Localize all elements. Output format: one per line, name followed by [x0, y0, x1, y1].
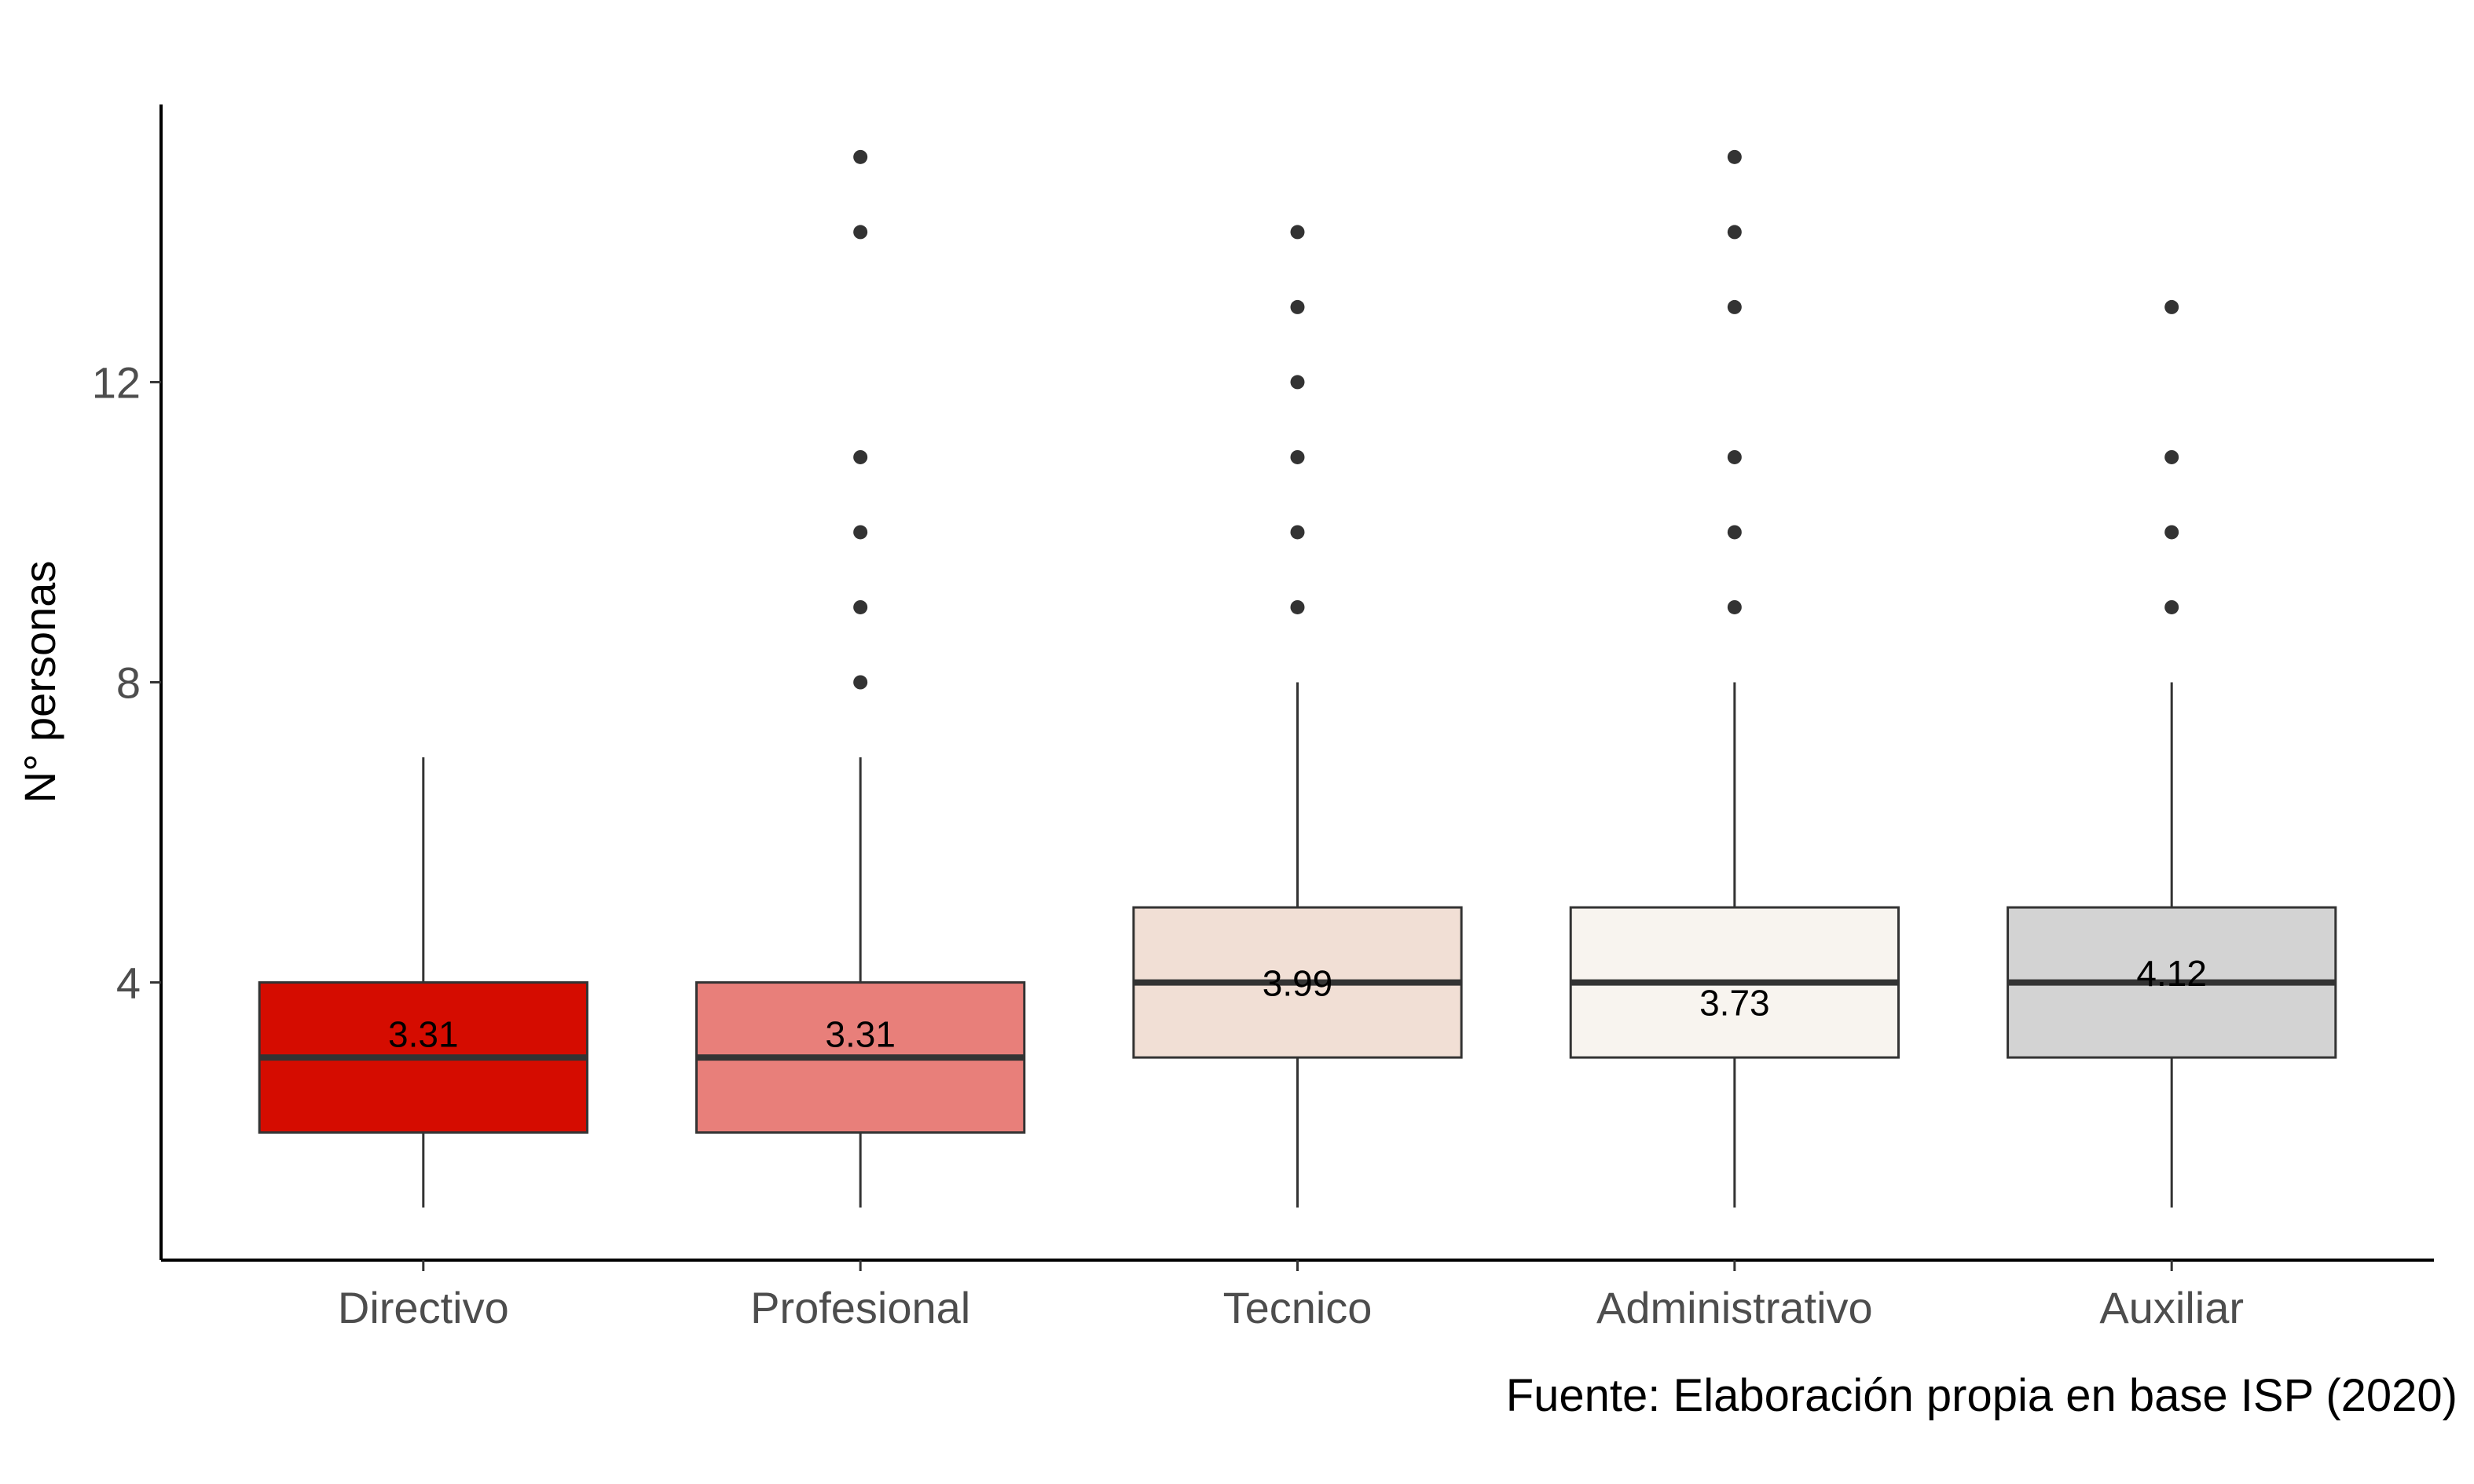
mean-label: 3.31 — [825, 1013, 896, 1054]
outlier-point — [2164, 449, 2179, 464]
outlier-point — [1290, 525, 1305, 540]
mean-label: 4.12 — [2136, 953, 2207, 994]
outlier-point — [1727, 149, 1742, 164]
outlier-point — [1727, 449, 1742, 464]
outlier-point — [1290, 449, 1305, 464]
outlier-point — [1290, 225, 1305, 240]
mean-label: 3.99 — [1263, 963, 1333, 1004]
outlier-point — [853, 225, 868, 240]
mean-label: 3.73 — [1699, 982, 1770, 1023]
box-profesional: 3.31 — [695, 149, 1026, 1208]
x-tick-label: Directivo — [338, 1283, 509, 1332]
outlier-point — [853, 675, 868, 690]
x-tick-label: Profesional — [750, 1283, 970, 1332]
source-caption: Fuente: Elaboración propia en base ISP (… — [1506, 1370, 2458, 1421]
mean-label: 3.31 — [388, 1013, 459, 1054]
y-axis-title: N° personas — [15, 561, 64, 804]
y-tick-label: 4 — [116, 958, 141, 1008]
x-tick-label: Auxiliar — [2099, 1283, 2244, 1332]
outlier-point — [853, 149, 868, 164]
outlier-point — [853, 599, 868, 614]
x-tick-label: Administrativo — [1596, 1283, 1873, 1332]
outlier-point — [1727, 225, 1742, 240]
outlier-point — [1727, 299, 1742, 314]
outlier-point — [1727, 525, 1742, 540]
outlier-point — [2164, 599, 2179, 614]
plot-area: 3.31 3.31 3.99 3.73 4.12 — [258, 149, 2337, 1208]
outlier-point — [853, 525, 868, 540]
x-axis-ticks: Directivo Profesional Tecnico Administrativ… — [338, 1260, 2244, 1332]
box-directivo: 3.31 — [258, 757, 588, 1208]
box-auxiliar: 4.12 — [2007, 299, 2337, 1208]
outlier-point — [1727, 599, 1742, 614]
outlier-point — [853, 449, 868, 464]
outlier-point — [1290, 375, 1305, 390]
box-administrativo: 3.73 — [1569, 149, 1900, 1208]
outlier-point — [2164, 525, 2179, 540]
outlier-point — [1290, 599, 1305, 614]
x-tick-label: Tecnico — [1223, 1283, 1373, 1332]
outlier-point — [1290, 299, 1305, 314]
outlier-point — [2164, 299, 2179, 314]
y-tick-label: 12 — [92, 357, 141, 407]
y-axis-ticks: 4 8 12 — [92, 357, 161, 1008]
box-tecnico: 3.99 — [1132, 225, 1463, 1208]
y-tick-label: 8 — [116, 658, 141, 708]
